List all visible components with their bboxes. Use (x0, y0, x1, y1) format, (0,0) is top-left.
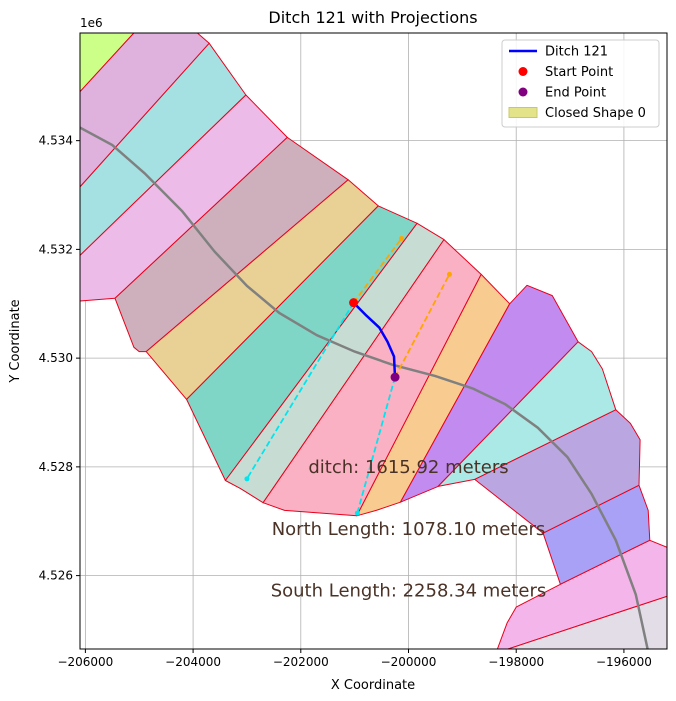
end-point-marker (390, 372, 400, 382)
y-tick-label-3: 4.532 (39, 242, 73, 256)
legend-label-1: Start Point (545, 65, 613, 80)
projection-south-end (356, 376, 396, 514)
shape-polygon-15 (507, 595, 667, 649)
x-tick-label-1: −204000 (165, 655, 221, 669)
plot-frame (79, 32, 668, 650)
x-tick-label-2: −202000 (273, 655, 329, 669)
projection-north-end (394, 273, 451, 378)
legend-label-0: Ditch 121 (545, 45, 608, 60)
x-axis-label: X Coordinate (331, 678, 415, 693)
projection-south-start (246, 302, 355, 480)
y-axis-ticks: 4.526 4.528 4.530 4.532 4.534 (39, 134, 80, 583)
legend-label-3: Closed Shape 0 (545, 106, 646, 121)
y-offset-label: 1e6 (80, 16, 103, 30)
y-tick-label-2: 4.530 (39, 351, 73, 365)
x-axis-ticks: −206000 −204000 −202000 −200000 −198000 −1960… (57, 649, 652, 669)
x-tick-label-3: −200000 (381, 655, 437, 669)
x-tick-label-0: −206000 (57, 655, 113, 669)
x-tick-label-4: −198000 (488, 655, 544, 669)
projection-end-marker-south-end (354, 510, 360, 516)
road-line (80, 126, 649, 649)
y-axis-label: Y Coordinate (8, 299, 23, 383)
projection-end-marker-south-start (244, 476, 250, 482)
legend-label-2: End Point (545, 86, 606, 101)
projection-end-marker-north-end (446, 271, 452, 277)
ditch-line (352, 301, 397, 378)
legend-swatch-2 (518, 87, 528, 97)
shape-polygon-1 (80, 33, 210, 188)
y-tick-label-0: 4.526 (39, 569, 73, 583)
annotations: ditch: 1615.92 meters North Length: 1078.… (271, 457, 547, 601)
legend: Ditch 121 Start Point End Point Closed Shap… (501, 39, 660, 128)
projection-end-marker-north-start (399, 236, 405, 242)
projection-north-start (352, 237, 403, 304)
x-tick-label-5: −196000 (596, 655, 652, 669)
start-point-marker (349, 298, 359, 308)
y-tick-label-1: 4.528 (39, 460, 73, 474)
points (349, 298, 400, 382)
legend-swatch-1 (518, 67, 528, 76)
legend-swatch-3 (508, 107, 538, 118)
annotation-2: South Length: 2258.34 meters (271, 580, 547, 601)
shape-polygon-13 (542, 484, 651, 585)
lines (80, 126, 649, 649)
chart-title: Ditch 121 with Projections (268, 8, 477, 27)
annotation-0: ditch: 1615.92 meters (308, 457, 508, 478)
legend-box (501, 39, 660, 128)
y-tick-label-4: 4.534 (39, 134, 73, 148)
annotation-1: North Length: 1078.10 meters (272, 519, 546, 540)
